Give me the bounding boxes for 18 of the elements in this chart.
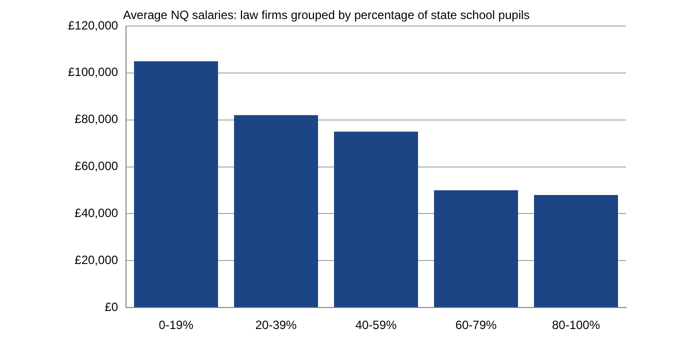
bar	[334, 132, 418, 308]
chart-title: Average NQ salaries: law firms grouped by percentage of state school pupils	[123, 8, 530, 22]
x-tick-label: 60-79%	[455, 318, 498, 332]
bar	[134, 61, 218, 308]
bar	[234, 115, 318, 308]
y-tick-label: £0	[104, 300, 118, 314]
y-tick-label: £60,000	[74, 159, 118, 174]
x-tick-label: 40-59%	[355, 318, 398, 332]
y-tick-label: £20,000	[74, 252, 118, 267]
y-tick-label: £40,000	[74, 206, 118, 220]
y-tick-label: £80,000	[74, 112, 118, 126]
x-tick-label: 80-100%	[552, 318, 600, 332]
x-tick-label: 0-19%	[158, 318, 194, 332]
bar	[434, 190, 518, 308]
bar	[534, 194, 618, 308]
y-tick-label: £100,000	[68, 65, 118, 80]
x-tick-label: 20-39%	[255, 318, 298, 332]
y-tick-label: £120,000	[68, 18, 118, 32]
